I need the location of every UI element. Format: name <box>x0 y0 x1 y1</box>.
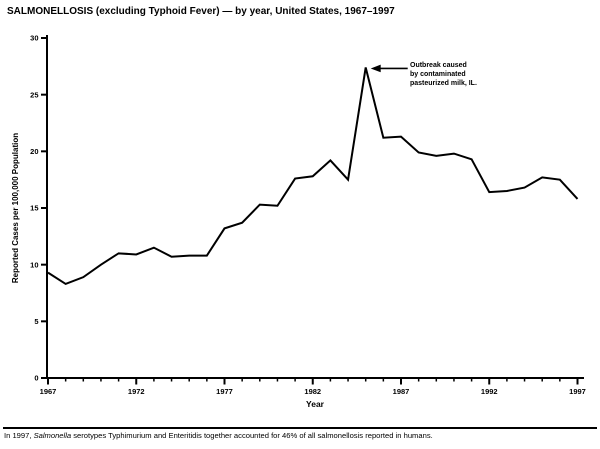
y-tick-label-20: 20 <box>30 147 38 156</box>
annotation-arrowhead-icon <box>370 64 381 73</box>
footnote-rest: serotypes Typhimurium and Enteritidis to… <box>71 431 433 440</box>
y-tick-label-5: 5 <box>34 317 38 326</box>
x-tick-label-1987: 1987 <box>393 387 410 396</box>
footnote-salmonella-italic: Salmonella <box>33 431 72 440</box>
x-tick-label-1967: 1967 <box>40 387 57 396</box>
annotation-line-1: Outbreak caused <box>410 62 467 69</box>
x-tick-label-1997: 1997 <box>569 387 586 396</box>
y-tick-label-10: 10 <box>30 260 38 269</box>
footnote-divider <box>3 427 597 429</box>
x-axis-title: Year <box>306 399 325 409</box>
footnote: In 1997, Salmonella serotypes Typhimuriu… <box>4 431 433 440</box>
footnote-prefix: In 1997, <box>4 431 34 440</box>
y-axis-title: Reported Cases per 100,000 Population <box>11 133 20 283</box>
y-tick-label-30: 30 <box>30 34 38 43</box>
chart-title: SALMONELLOSIS (excluding Typhoid Fever) … <box>7 6 395 17</box>
y-tick-label-15: 15 <box>30 204 38 213</box>
outbreak-annotation: Outbreak caused by contaminated pasteuri… <box>410 61 477 88</box>
y-tick-label-25: 25 <box>30 90 38 99</box>
x-tick-label-1992: 1992 <box>481 387 498 396</box>
x-tick-label-1982: 1982 <box>304 387 321 396</box>
annotation-line-2: by contaminated <box>410 71 466 78</box>
x-tick-label-1972: 1972 <box>128 387 145 396</box>
annotation-line-3: pasteurized milk, IL. <box>410 80 477 87</box>
data-line <box>47 67 579 286</box>
y-tick-label-0: 0 <box>34 374 38 383</box>
x-tick-label-1977: 1977 <box>216 387 233 396</box>
